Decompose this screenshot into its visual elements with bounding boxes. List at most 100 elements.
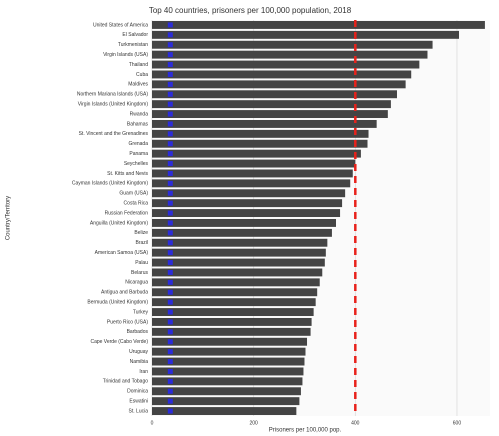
y-tick-label: American Samoa (USA) <box>95 250 149 256</box>
bar <box>152 199 343 208</box>
bar <box>152 129 369 138</box>
reference-marker <box>167 250 173 256</box>
y-tick-label: Brazil <box>135 240 148 246</box>
reference-marker <box>167 210 173 216</box>
bar <box>152 298 316 307</box>
bar <box>152 80 406 89</box>
reference-marker <box>167 319 173 325</box>
reference-marker <box>167 62 173 68</box>
bar <box>152 387 301 396</box>
y-tick-label: Belize <box>134 230 148 236</box>
reference-marker <box>167 230 173 236</box>
bar <box>152 110 388 119</box>
bar <box>152 347 306 356</box>
y-tick-label: Maldives <box>128 82 148 88</box>
y-tick-label: Grenada <box>129 141 149 147</box>
bar <box>152 228 332 237</box>
reference-marker <box>167 180 173 186</box>
bar <box>152 90 397 99</box>
reference-marker <box>167 91 173 97</box>
y-tick-label: Namibia <box>130 359 149 365</box>
bar <box>152 209 341 218</box>
y-tick-label: Russian Federation <box>105 210 149 216</box>
y-tick-label: Anguilla (United Kingdom) <box>90 220 148 226</box>
reference-marker <box>167 151 173 157</box>
y-tick-label: Belarus <box>131 270 148 276</box>
reference-marker <box>167 22 173 28</box>
reference-marker <box>167 289 173 295</box>
bar <box>152 100 391 109</box>
bar <box>152 258 325 267</box>
reference-marker <box>167 309 173 315</box>
bar <box>152 268 323 277</box>
y-tick-label: El Salvador <box>122 32 148 38</box>
reference-marker <box>167 339 173 345</box>
bar <box>152 357 305 366</box>
reference-marker <box>167 279 173 285</box>
x-axis-label: Prisoners per 100,000 pop. <box>269 428 342 434</box>
y-tick-label: Turkey <box>133 309 149 315</box>
bar <box>152 159 356 168</box>
bar <box>152 327 311 336</box>
y-tick-label: Panama <box>129 151 148 157</box>
x-tick-label: 0 <box>151 420 154 426</box>
reference-marker <box>167 359 173 365</box>
y-axis-label: Country/Territory <box>6 196 12 240</box>
reference-marker <box>167 42 173 48</box>
x-tick-label: 200 <box>249 420 258 426</box>
y-tick-label: Rwanda <box>130 111 149 117</box>
reference-marker <box>167 269 173 275</box>
y-tick-label: United States of America <box>93 22 148 28</box>
y-tick-label: Northern Mariana Islands (USA) <box>77 92 148 98</box>
bar <box>152 60 420 69</box>
reference-marker <box>167 398 173 404</box>
y-tick-label: Thailand <box>129 62 148 68</box>
reference-marker <box>167 260 173 266</box>
reference-marker <box>167 161 173 167</box>
reference-marker <box>167 200 173 206</box>
chart-title: Top 40 countries, prisoners per 100,000 … <box>149 6 352 15</box>
x-tick-label: 400 <box>351 420 360 426</box>
reference-marker <box>167 220 173 226</box>
reference-marker <box>167 32 173 38</box>
reference-marker <box>167 388 173 394</box>
reference-marker <box>167 190 173 196</box>
bar <box>152 179 351 188</box>
reference-marker <box>167 329 173 335</box>
reference-marker <box>167 368 173 374</box>
plot-background <box>152 20 490 416</box>
y-tick-label: Palau <box>135 260 148 266</box>
reference-marker <box>167 378 173 384</box>
reference-marker <box>167 101 173 107</box>
bar <box>152 308 314 317</box>
bar <box>152 407 297 416</box>
y-tick-label: Trinidad and Tobago <box>103 379 149 385</box>
bar <box>152 288 318 297</box>
bar <box>152 70 412 79</box>
y-tick-label: Bahamas <box>127 121 149 127</box>
y-tick-label: Costa Rica <box>124 200 149 206</box>
y-tick-label: Seychelles <box>124 161 149 167</box>
bar <box>152 189 346 198</box>
bar <box>152 40 433 49</box>
y-tick-label: Antigua and Barbuda <box>101 290 148 296</box>
y-tick-label: Barbados <box>127 329 149 335</box>
bar <box>152 30 459 39</box>
reference-marker <box>167 111 173 117</box>
reference-marker <box>167 131 173 137</box>
bar <box>152 149 361 158</box>
bar <box>152 218 336 227</box>
x-tick-label: 600 <box>453 420 462 426</box>
reference-marker <box>167 170 173 176</box>
y-tick-label: St. Kitts and Nevis <box>107 171 148 177</box>
y-tick-label: St. Lucia <box>129 408 149 414</box>
y-tick-label: Dominica <box>127 389 148 395</box>
reference-marker <box>167 240 173 246</box>
bar <box>152 139 368 148</box>
bar <box>152 278 320 287</box>
reference-marker <box>167 299 173 305</box>
reference-marker <box>167 141 173 147</box>
reference-marker <box>167 71 173 77</box>
y-tick-label: Puerto Rico (USA) <box>107 319 148 325</box>
